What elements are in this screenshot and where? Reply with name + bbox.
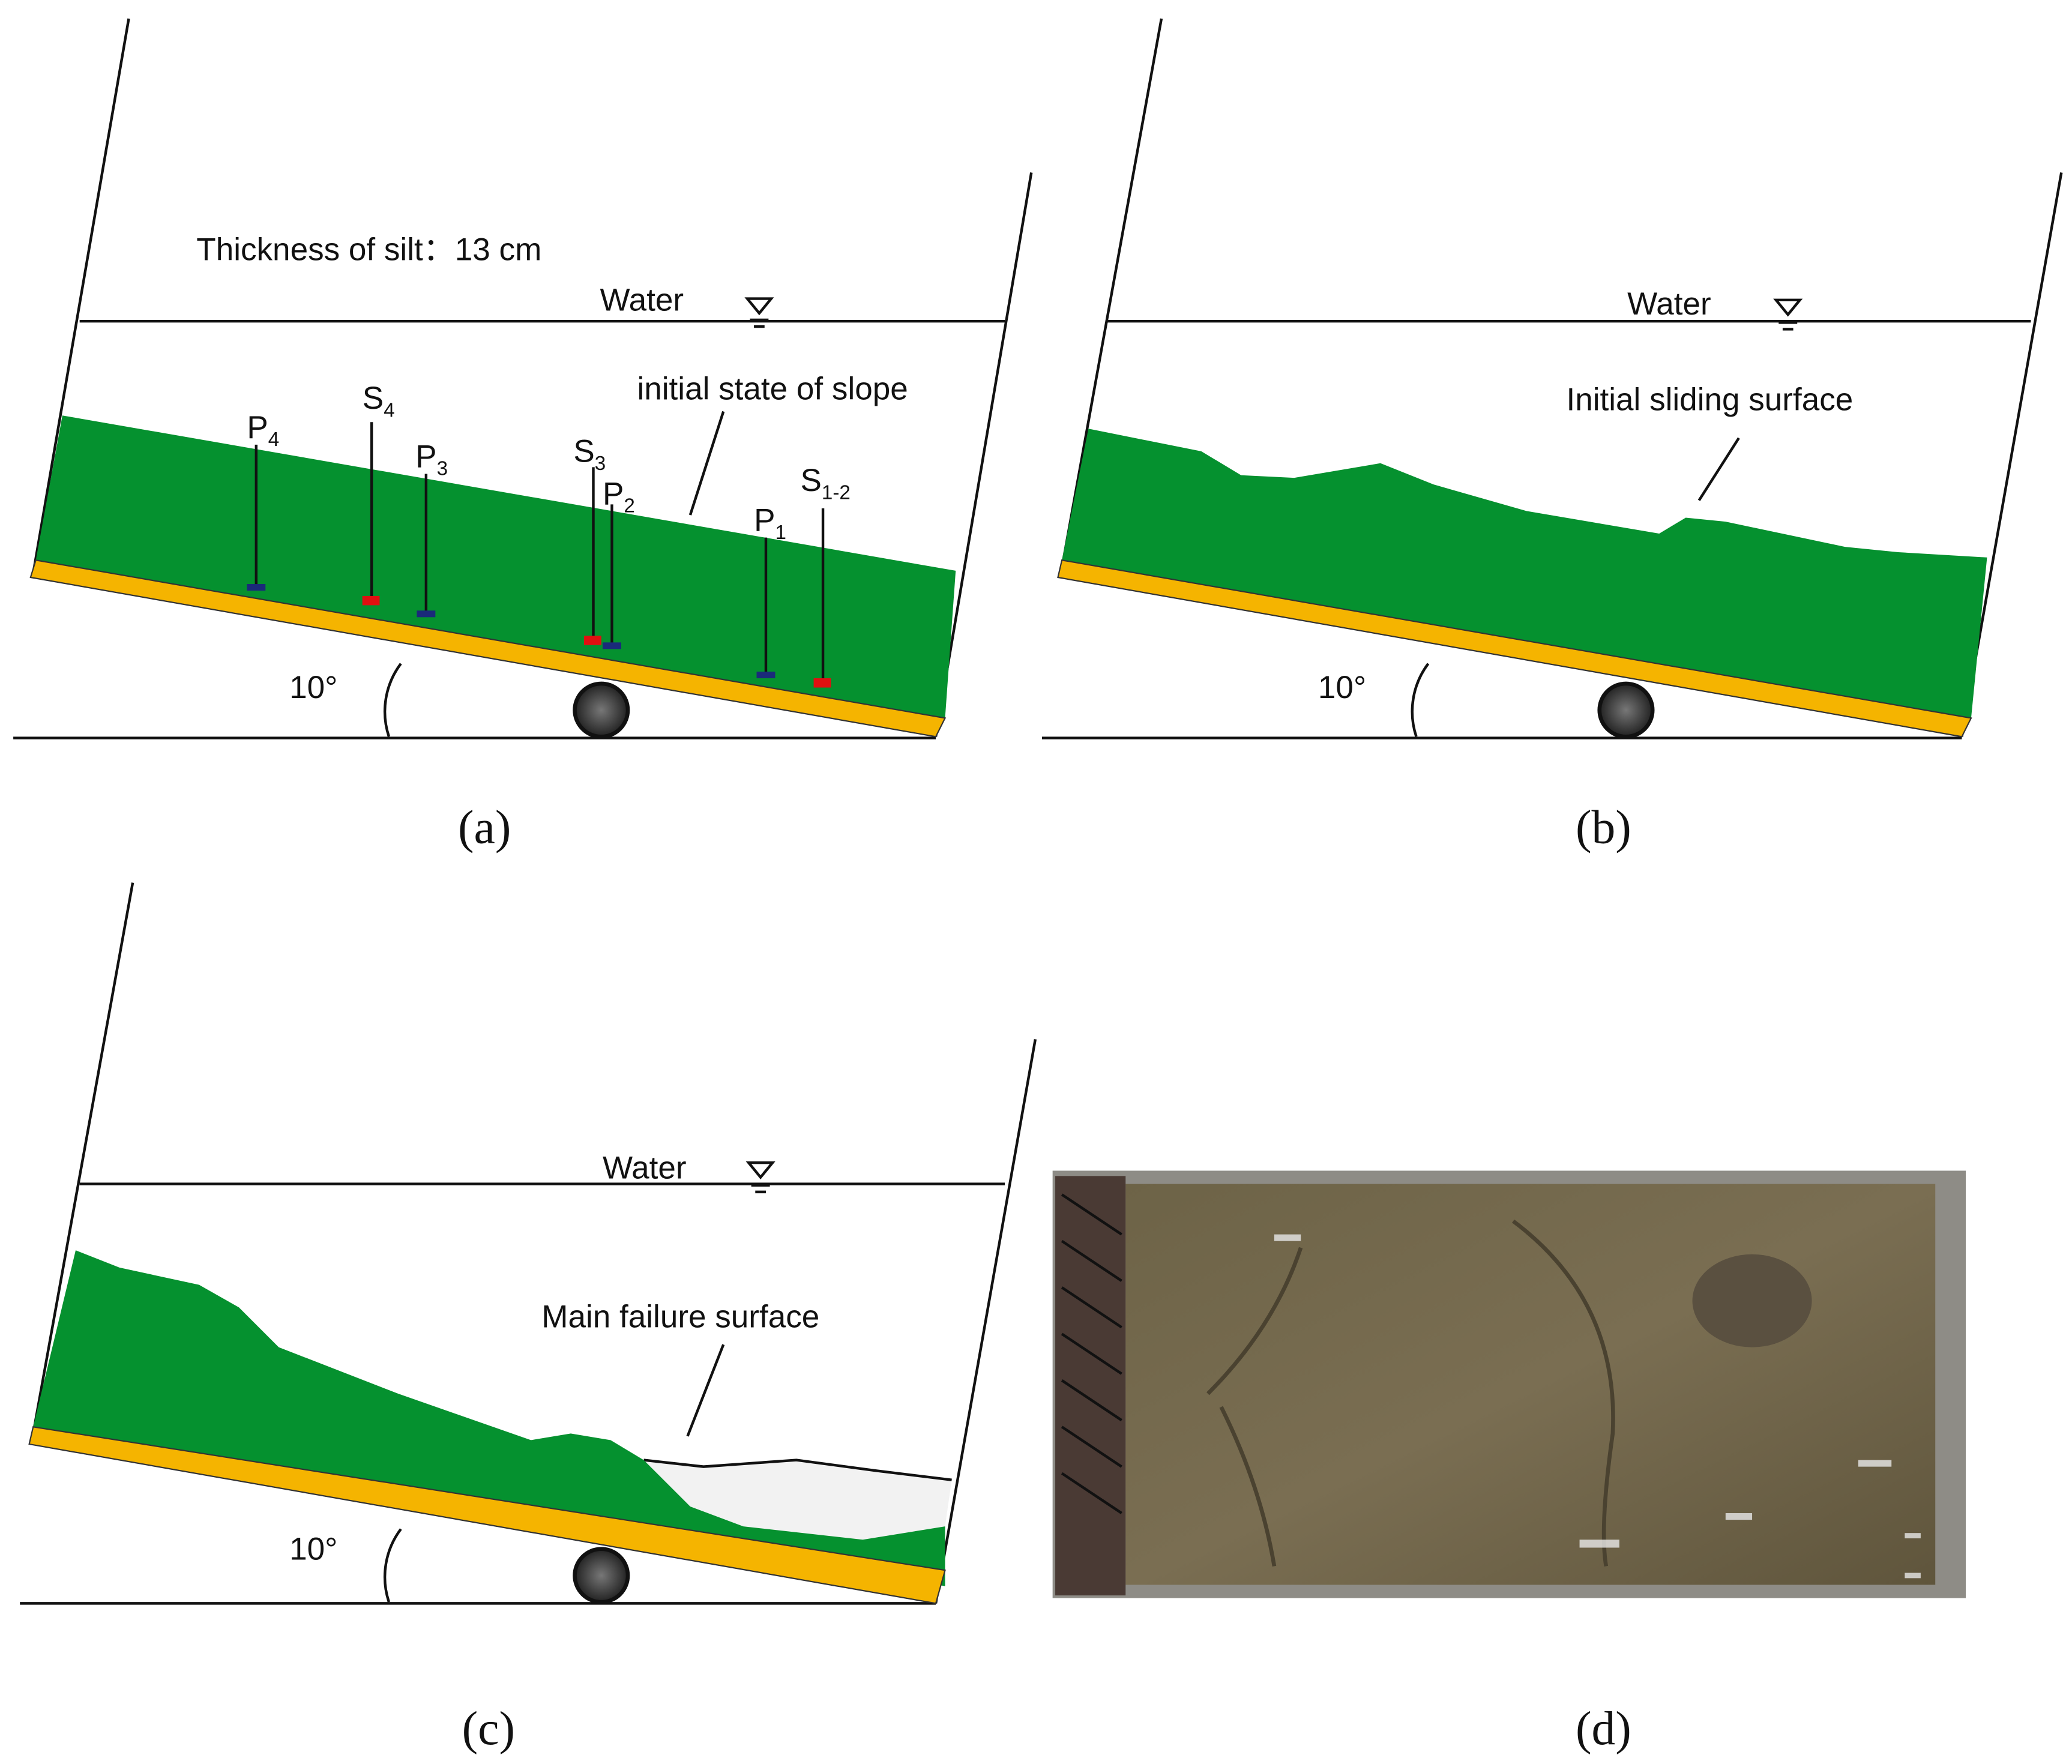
sensor-index: 1-2 [822, 482, 851, 504]
panel-label: (c) [462, 1702, 515, 1755]
sensor-index: 3 [595, 453, 606, 475]
panel-c: Water Main failure surface 10° (c) [20, 882, 1037, 1755]
panel-label: (a) [458, 801, 511, 853]
sensor-letter: P [415, 439, 436, 474]
annotation: Initial sliding surface [1566, 382, 1853, 417]
angle-label: 10° [1318, 670, 1366, 705]
sensor-label: P2 [603, 476, 635, 517]
panel-label: (b) [1576, 801, 1631, 853]
annotation: Main failure surface [541, 1299, 819, 1334]
annotation: initial state of slope [637, 372, 908, 407]
thickness-text: Thickness of silt：13 cm [196, 232, 541, 267]
sensor-label: P4 [247, 410, 279, 451]
sensor-label: S1-2 [800, 463, 850, 504]
sensor-index: 3 [437, 458, 448, 480]
sensor-label: P1 [754, 503, 786, 544]
angle-label: 10° [289, 1531, 337, 1567]
sensor-label: P3 [415, 439, 448, 480]
water-label: Water [600, 282, 684, 318]
panel-b: Water Initial sliding surface 10° (b) [1041, 18, 2063, 853]
water-label: Water [1627, 286, 1711, 322]
panel-a: Thickness of silt：13 cm Water initial st… [13, 18, 1033, 853]
sensor-label: S4 [363, 381, 395, 421]
sensor-letter: P [754, 503, 775, 538]
sensor-index: 4 [384, 399, 394, 421]
sensor-letter: P [247, 410, 268, 445]
sensor-letter: S [573, 434, 594, 469]
sensor-label: S3 [573, 434, 606, 475]
sensor-index: 1 [775, 522, 786, 544]
sensor-index: 4 [268, 429, 279, 451]
sensor-letter: P [603, 476, 624, 511]
angle-label: 10° [289, 670, 337, 705]
panel-d: (d) [1052, 1170, 1966, 1755]
sensor-letter: S [800, 463, 821, 498]
panel-label: (d) [1576, 1702, 1631, 1755]
sensor-letter: S [363, 381, 384, 416]
water-label: Water [603, 1151, 687, 1186]
sensor-index: 2 [624, 495, 634, 517]
